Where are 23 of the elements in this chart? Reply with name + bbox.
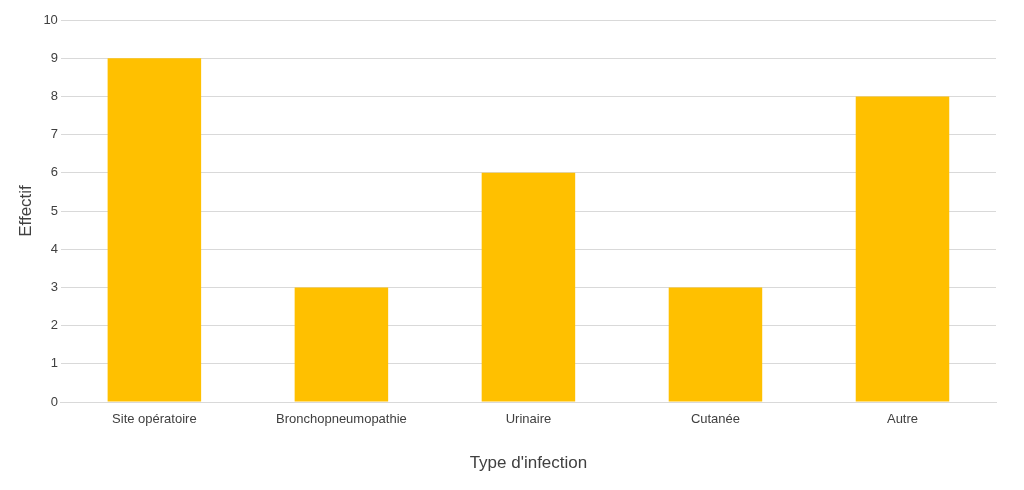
bar xyxy=(855,96,950,402)
x-tick-label: Bronchopneumopathie xyxy=(275,411,407,427)
y-tick-label: 1 xyxy=(50,355,58,371)
y-tick-label: 8 xyxy=(50,87,58,103)
bar xyxy=(107,58,202,402)
x-tick-label: Urinaire xyxy=(505,411,552,427)
y-tick-label: 0 xyxy=(50,393,58,409)
y-tick-label: 10 xyxy=(43,11,58,27)
y-tick-label: 2 xyxy=(50,317,58,333)
y-tick-label: 6 xyxy=(50,164,58,180)
bar xyxy=(668,287,763,402)
y-tick-label: 4 xyxy=(50,240,58,256)
y-axis-title: Effectif xyxy=(15,184,35,237)
x-tick-label: Cutanée xyxy=(690,411,741,427)
y-tick-label: 9 xyxy=(50,49,58,65)
x-axis-title: Type d'infection xyxy=(469,453,588,473)
x-tick-label: Site opératoire xyxy=(112,411,197,427)
y-tick-label: 5 xyxy=(50,202,58,218)
y-tick-label: 3 xyxy=(50,278,58,294)
bar xyxy=(294,287,389,402)
x-tick-label: Autre xyxy=(886,411,919,427)
bar xyxy=(481,172,576,402)
y-tick-label: 7 xyxy=(50,126,58,142)
